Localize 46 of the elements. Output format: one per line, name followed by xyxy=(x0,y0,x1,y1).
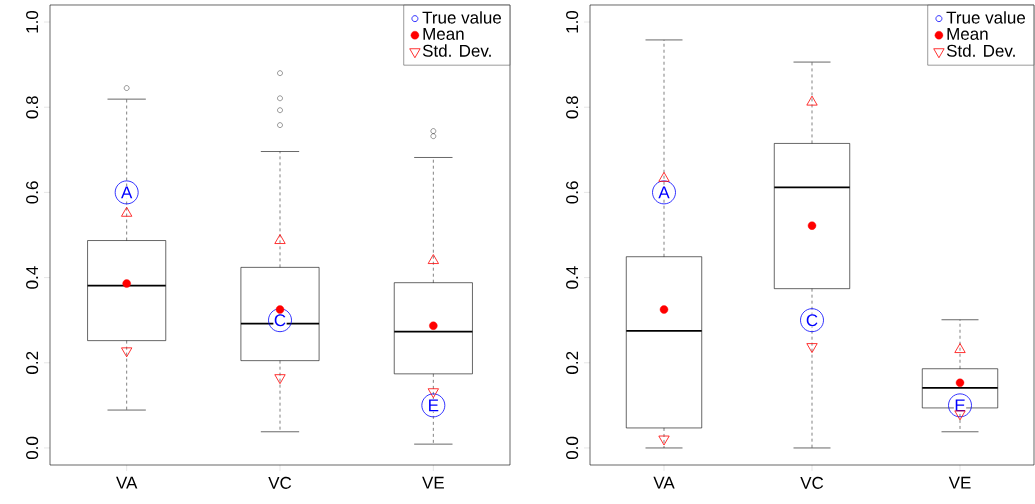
y-tick-label: 0.4 xyxy=(566,266,579,289)
y-tick-label: 0.4 xyxy=(26,266,39,289)
data-label: A xyxy=(121,186,133,199)
y-tick-label: 0.8 xyxy=(26,96,39,119)
point xyxy=(427,388,439,399)
x-tick-label: VE xyxy=(422,476,444,489)
y-tick-label: 0.6 xyxy=(566,181,579,204)
legend-label: True value xyxy=(946,11,1026,24)
point xyxy=(274,234,286,244)
x-tick-label: VC xyxy=(268,476,292,489)
y-tick-label: 0.0 xyxy=(566,436,579,460)
y-tick-label: 1.0 xyxy=(566,10,579,33)
point xyxy=(659,305,669,314)
x-tick-label: VE xyxy=(948,476,971,489)
point xyxy=(275,305,285,314)
x-tick-label: VC xyxy=(800,476,824,489)
data-label: C xyxy=(806,314,818,327)
legend-label: Std. Dev. xyxy=(422,44,491,57)
point xyxy=(807,221,817,230)
point xyxy=(658,171,670,182)
point xyxy=(955,378,965,387)
legend-label: Std. Dev. xyxy=(946,44,1015,57)
y-tick-label: 0.2 xyxy=(566,351,579,374)
data-label: C xyxy=(274,314,286,327)
data-label: E xyxy=(955,399,965,412)
x-tick-label: VA xyxy=(116,476,138,489)
point xyxy=(427,254,439,264)
legend-label: Mean xyxy=(947,28,988,40)
point xyxy=(122,279,131,288)
point xyxy=(658,435,670,446)
y-tick-label: 0.6 xyxy=(26,181,39,204)
x-tick-label: VA xyxy=(653,476,675,489)
point xyxy=(806,95,818,106)
legend-label: Mean xyxy=(423,28,464,40)
point xyxy=(806,343,818,353)
legend-label: True value xyxy=(422,11,502,24)
point xyxy=(274,374,286,385)
y-tick-label: 0.8 xyxy=(566,96,579,119)
point xyxy=(121,347,133,358)
data-label: E xyxy=(429,399,439,412)
point xyxy=(429,321,438,330)
y-tick-label: 0.2 xyxy=(26,351,39,374)
point xyxy=(121,206,133,217)
y-tick-label: 1.0 xyxy=(26,10,39,33)
data-label: A xyxy=(658,186,670,199)
y-tick-label: 0.0 xyxy=(26,436,39,460)
